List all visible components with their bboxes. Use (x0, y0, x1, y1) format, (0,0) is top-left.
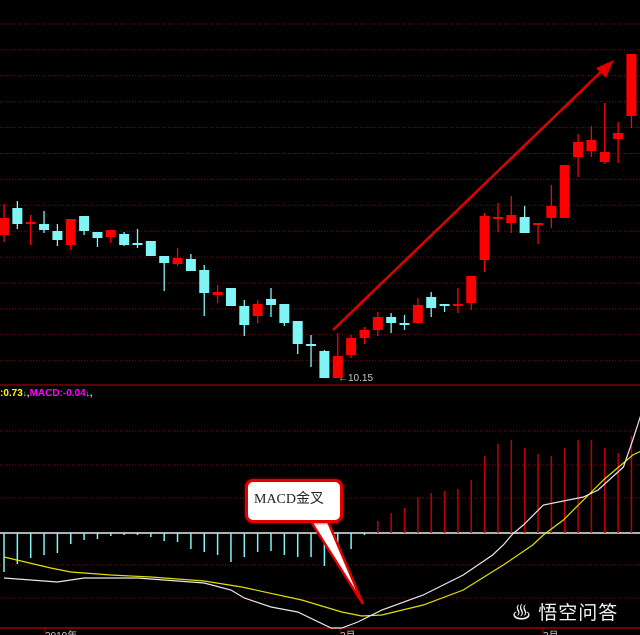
candle-body (199, 270, 210, 293)
candle-body (452, 304, 463, 306)
candle-body (25, 222, 36, 224)
candle-body (359, 330, 370, 338)
candle-body (145, 241, 156, 256)
indicator-header: :0.73↓,MACD:-0.04↓, (0, 388, 92, 399)
candle-body (292, 321, 303, 344)
candle-body (252, 304, 263, 316)
candle-body (185, 259, 196, 271)
candle-body (279, 304, 290, 323)
candle-body (306, 344, 317, 346)
candle-body (559, 165, 570, 218)
candle-body (65, 219, 76, 245)
callout-text: MACD金叉 (254, 492, 325, 507)
candle-body (12, 208, 23, 224)
candle-body (586, 140, 597, 151)
down-arrow-icon: ↓ (22, 389, 27, 398)
candle-body (426, 297, 437, 308)
candle-body (225, 288, 236, 306)
candle-body (386, 317, 397, 323)
candle-body (466, 276, 477, 303)
separator: , (26, 388, 30, 399)
candle-body (319, 351, 330, 378)
candle-body (626, 54, 637, 116)
candle-body (412, 305, 423, 323)
low-price-value: 10.15 (348, 373, 374, 384)
dif-line (3, 415, 640, 629)
low-price-marker: ←10.15 (338, 373, 374, 384)
candle-body (79, 216, 90, 231)
candle-body (52, 231, 63, 240)
candle-body (239, 306, 250, 325)
x-tick-label: 2月 (340, 627, 356, 635)
candle-body (399, 323, 410, 325)
candle-body (105, 230, 116, 237)
candle-body (372, 317, 383, 330)
candle-body (613, 133, 624, 139)
candle-body (439, 304, 450, 306)
candle-body (546, 206, 557, 218)
candle-body (172, 258, 183, 264)
down-arrow-icon: ↓ (85, 389, 90, 398)
macd-value: MACD:-0.04 (29, 388, 86, 399)
candle-body (599, 152, 610, 162)
trend-arrowhead (596, 60, 614, 78)
separator: , (89, 388, 93, 399)
candle-body (39, 224, 50, 230)
candle-body (119, 234, 130, 245)
candle-body (332, 356, 343, 378)
indicator-prefix-value: :0.73 (0, 388, 23, 399)
candle-body (266, 299, 276, 305)
candle-body (0, 218, 9, 235)
candle-body (92, 232, 103, 238)
x-tick-label: 2019年 (45, 627, 77, 635)
candle-body (533, 223, 543, 225)
watermark-logo: ♨ 悟空问答 (512, 598, 618, 625)
candle-body (132, 243, 143, 245)
candle-body (573, 142, 584, 157)
candle-body (212, 292, 223, 295)
watermark-text: 悟空问答 (538, 603, 619, 624)
candle-body (346, 338, 357, 355)
x-tick-label: 3月 (543, 627, 559, 635)
candle-body (479, 216, 490, 260)
candle-body (492, 217, 503, 219)
candle-body (159, 256, 170, 263)
macd-golden-cross-callout: MACD金叉 (245, 479, 343, 523)
logo-icon: ♨ (512, 603, 539, 624)
candle-body (506, 215, 517, 223)
callout-pointer (305, 515, 365, 605)
candle-body (519, 217, 530, 233)
trend-arrow (332, 66, 607, 331)
